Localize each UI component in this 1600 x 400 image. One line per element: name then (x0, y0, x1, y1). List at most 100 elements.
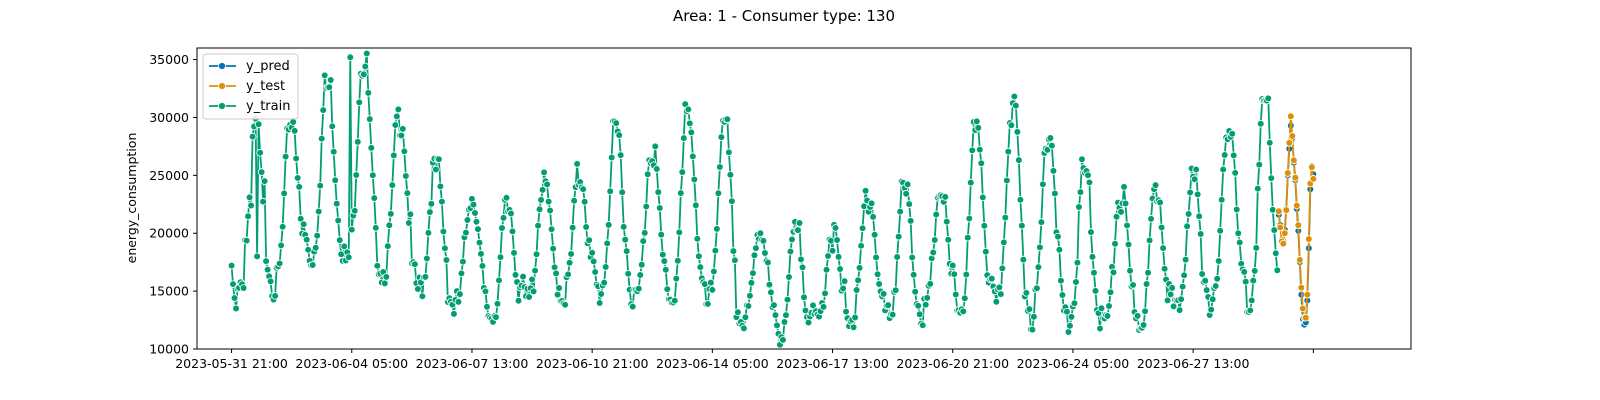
data-point (689, 152, 697, 161)
data-point (313, 231, 322, 240)
data-point (773, 321, 781, 330)
data-point (640, 229, 649, 237)
data-point (1016, 195, 1025, 204)
data-point (1178, 282, 1187, 291)
data-point (997, 290, 1005, 298)
data-point (475, 238, 484, 247)
data-point (1201, 276, 1209, 285)
data-point (981, 247, 990, 256)
data-point (723, 115, 732, 124)
data-point (511, 271, 520, 279)
data-point (474, 225, 482, 233)
data-point (1070, 299, 1079, 308)
data-point (1028, 325, 1037, 334)
data-point (525, 293, 533, 301)
data-point (713, 225, 721, 233)
data-point (1280, 229, 1289, 238)
data-point (1015, 156, 1023, 164)
data-point (995, 283, 1004, 292)
data-point (1141, 307, 1149, 316)
data-point (693, 234, 702, 243)
data-point (325, 83, 334, 92)
data-point (394, 105, 403, 114)
data-point (894, 232, 903, 241)
data-point (870, 230, 879, 239)
data-point (621, 235, 630, 244)
data-point (921, 300, 930, 309)
data-point (607, 153, 616, 162)
data-point (842, 307, 850, 316)
data-point (974, 124, 983, 132)
data-point (690, 175, 699, 184)
data-point (582, 223, 590, 231)
data-point (618, 188, 626, 197)
data-point (1175, 306, 1184, 314)
data-point (384, 242, 392, 250)
x-tick-label: 2023-06-10 21:00 (536, 356, 649, 371)
data-point (652, 165, 661, 173)
data-point (731, 256, 739, 265)
data-point (499, 214, 508, 222)
data-point (546, 206, 554, 215)
data-point (1264, 94, 1273, 103)
data-point (263, 265, 272, 274)
data-point (232, 304, 240, 313)
data-point (1157, 223, 1166, 232)
data-point (367, 144, 376, 152)
data-point (1139, 321, 1148, 329)
data-point (591, 268, 599, 276)
data-point (547, 225, 556, 233)
data-point (247, 201, 255, 210)
data-point (1001, 213, 1010, 222)
data-point (1004, 147, 1013, 156)
data-point (959, 307, 968, 316)
data-point (636, 271, 645, 279)
data-point (676, 189, 685, 197)
data-point (603, 239, 611, 248)
data-point (960, 294, 969, 303)
data-point (328, 122, 337, 131)
data-point (390, 151, 398, 160)
data-point (1302, 313, 1310, 322)
data-point (673, 256, 682, 265)
data-point (836, 265, 844, 273)
data-point (798, 263, 807, 272)
data-point (585, 236, 593, 244)
data-point (1124, 240, 1133, 249)
data-point (728, 197, 736, 205)
y-tick-label: 10000 (149, 342, 189, 357)
data-point (1087, 228, 1095, 236)
data-point (1018, 221, 1026, 230)
data-point (355, 98, 364, 107)
data-point (538, 186, 547, 194)
data-point (256, 148, 264, 157)
data-point (831, 224, 840, 232)
data-point (244, 212, 252, 221)
data-point (266, 277, 275, 286)
data-point (423, 254, 431, 263)
data-point (948, 261, 957, 270)
legend-entry-train: y_train (209, 99, 290, 114)
data-point (1232, 205, 1241, 214)
data-point (397, 131, 406, 140)
data-point (1214, 257, 1223, 265)
data-point (368, 171, 377, 180)
data-point (834, 253, 843, 261)
data-point (364, 89, 373, 97)
data-point (1064, 328, 1073, 336)
data-point (483, 302, 491, 311)
data-point (637, 260, 646, 269)
data-point (672, 274, 681, 283)
data-point (393, 112, 401, 121)
data-point (326, 76, 335, 84)
data-point (385, 221, 394, 230)
data-point (227, 261, 236, 270)
data-point (402, 172, 410, 180)
x-tick-label: 2023-06-27 13:00 (1137, 356, 1250, 371)
data-point (519, 272, 527, 281)
data-point (1198, 270, 1206, 278)
data-point (1039, 180, 1047, 189)
data-point (1142, 280, 1151, 288)
data-point (1168, 284, 1176, 292)
data-point (639, 237, 648, 245)
